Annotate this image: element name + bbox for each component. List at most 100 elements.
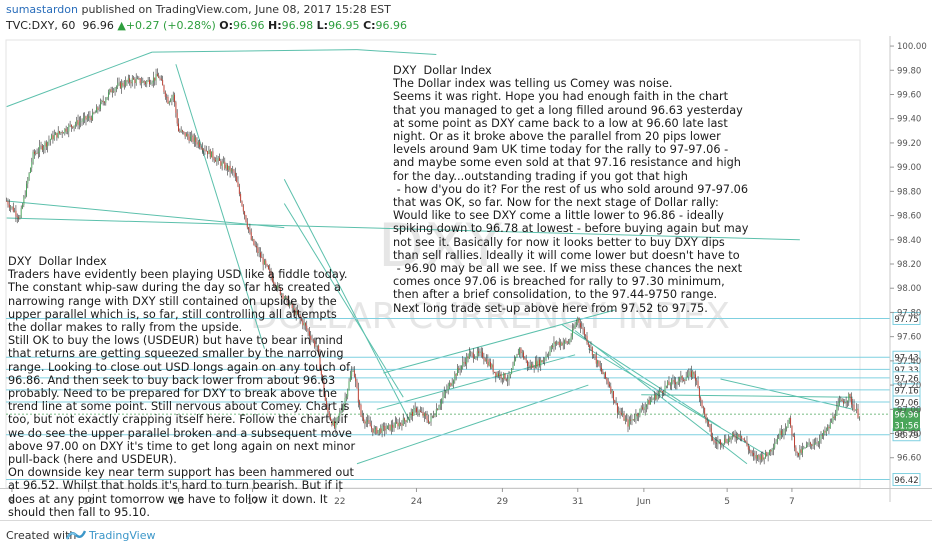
candle-body	[844, 402, 846, 404]
candle-body	[776, 438, 778, 442]
candle-body	[241, 201, 243, 206]
candle-body	[683, 380, 684, 381]
annotation-line: pull-back (here and USDEUR).	[8, 453, 177, 467]
price-level-tag	[892, 395, 921, 409]
candle-body	[799, 449, 801, 456]
candle-body	[23, 197, 25, 206]
candle-body	[8, 204, 10, 208]
symbol-line: TVC:DXY, 60 96.96 ▲+0.27 (+0.28%) O:96.9…	[6, 19, 407, 32]
annotation-line: Still OK to buy the lows (USDEUR) but ha…	[8, 334, 343, 348]
candle-body	[431, 415, 433, 417]
candle-body	[722, 443, 724, 445]
candle-body	[41, 145, 43, 151]
candle-body	[700, 397, 702, 401]
candle-body	[28, 172, 30, 180]
candle-body	[761, 454, 762, 460]
candle-body	[579, 323, 581, 328]
candle-body	[118, 82, 120, 84]
candle-body	[782, 433, 784, 436]
annotation-line: On downside key near term support has be…	[8, 466, 354, 480]
candle-body	[805, 444, 807, 448]
annotation-line: that you managed to get a long filled ar…	[393, 103, 743, 117]
candle-body	[64, 128, 66, 134]
candle-body	[796, 451, 798, 453]
author-link[interactable]: sumastardon	[6, 3, 78, 16]
candle-body	[808, 442, 810, 444]
candle-body	[396, 421, 398, 423]
candle-body	[739, 435, 741, 437]
candle-body	[196, 141, 198, 145]
candle-body	[741, 435, 743, 439]
candle-body	[240, 193, 242, 202]
price-chart[interactable]: DXY DOLLAR CURRENCY INDEX 97.75 97.43 97.3…	[0, 36, 932, 520]
candle-body	[237, 182, 239, 187]
candle-body	[401, 423, 403, 426]
candle-body	[434, 415, 436, 417]
candle-body	[606, 378, 608, 381]
candle-body	[380, 428, 382, 433]
candle-body	[751, 452, 753, 454]
candle-body	[421, 411, 423, 413]
candle-body	[232, 169, 234, 171]
annotation-line: we do see the upper parallel broken and …	[8, 426, 353, 440]
low-value: 96.95	[328, 19, 360, 32]
candle-body	[849, 393, 851, 398]
candle-body	[501, 378, 503, 380]
candle-body	[706, 421, 708, 422]
candle-body	[749, 449, 751, 451]
tradingview-brand[interactable]: TradingView	[89, 529, 156, 542]
candle-body	[536, 361, 538, 367]
candle-body	[147, 79, 149, 82]
candle-body	[386, 425, 388, 429]
candle-body	[352, 370, 354, 372]
candle-body	[152, 77, 154, 83]
candle-body	[127, 78, 129, 82]
candle-body	[138, 78, 140, 79]
annotation-line: above 97.00 on DXY it's time to get long…	[8, 439, 356, 453]
candle-body	[820, 435, 822, 440]
candle-body	[400, 422, 402, 424]
candle-body	[110, 89, 112, 93]
annotation-line: Would like to see DXY come a little lowe…	[393, 209, 724, 223]
candle-body	[252, 239, 254, 240]
candle-body	[130, 82, 132, 84]
x-axis[interactable]: 8 10 15 17 22 24 29 31 Jun 5 7	[0, 488, 932, 507]
annotation-line: does at any point tomorrow we have to fo…	[8, 492, 328, 506]
candle-body	[602, 371, 604, 375]
candle-body	[705, 414, 707, 422]
candle-body	[852, 404, 854, 406]
candle-body	[141, 82, 142, 84]
candle-body	[131, 78, 133, 84]
candle-body	[397, 422, 399, 427]
candle-body	[134, 79, 136, 84]
candle-body	[410, 411, 412, 415]
candle-body	[582, 327, 584, 330]
trend-lines	[6, 49, 853, 465]
candle-body	[710, 428, 712, 437]
candle-body	[142, 81, 144, 83]
candle-body	[479, 351, 481, 354]
open-value: 96.96	[233, 19, 265, 32]
candle-body	[644, 406, 646, 410]
candle-body	[372, 428, 374, 433]
candle-body	[585, 335, 587, 336]
candle-body	[824, 431, 826, 433]
candle-body	[158, 76, 160, 78]
y-axis[interactable]: 96.60 96.80 97.00 97.20 97.40 97.60 97.80 98.00…	[889, 36, 927, 502]
candle-body	[375, 427, 376, 430]
annotation-line: than sell rallies. Ideally it will come …	[393, 248, 740, 262]
candle-body	[90, 117, 92, 121]
candle-body	[114, 88, 116, 92]
candle-body	[319, 353, 321, 370]
candle-body	[365, 421, 367, 424]
candle-body	[603, 372, 605, 375]
candle-body	[676, 382, 678, 385]
candle-body	[302, 320, 304, 326]
candle-body	[635, 413, 637, 419]
x-tick-label: Jun	[636, 497, 651, 507]
candle-body	[213, 158, 215, 161]
candle-body	[93, 112, 95, 114]
candle-body	[200, 147, 202, 149]
candle-body	[220, 160, 222, 166]
x-tick-label: 7	[789, 497, 795, 507]
